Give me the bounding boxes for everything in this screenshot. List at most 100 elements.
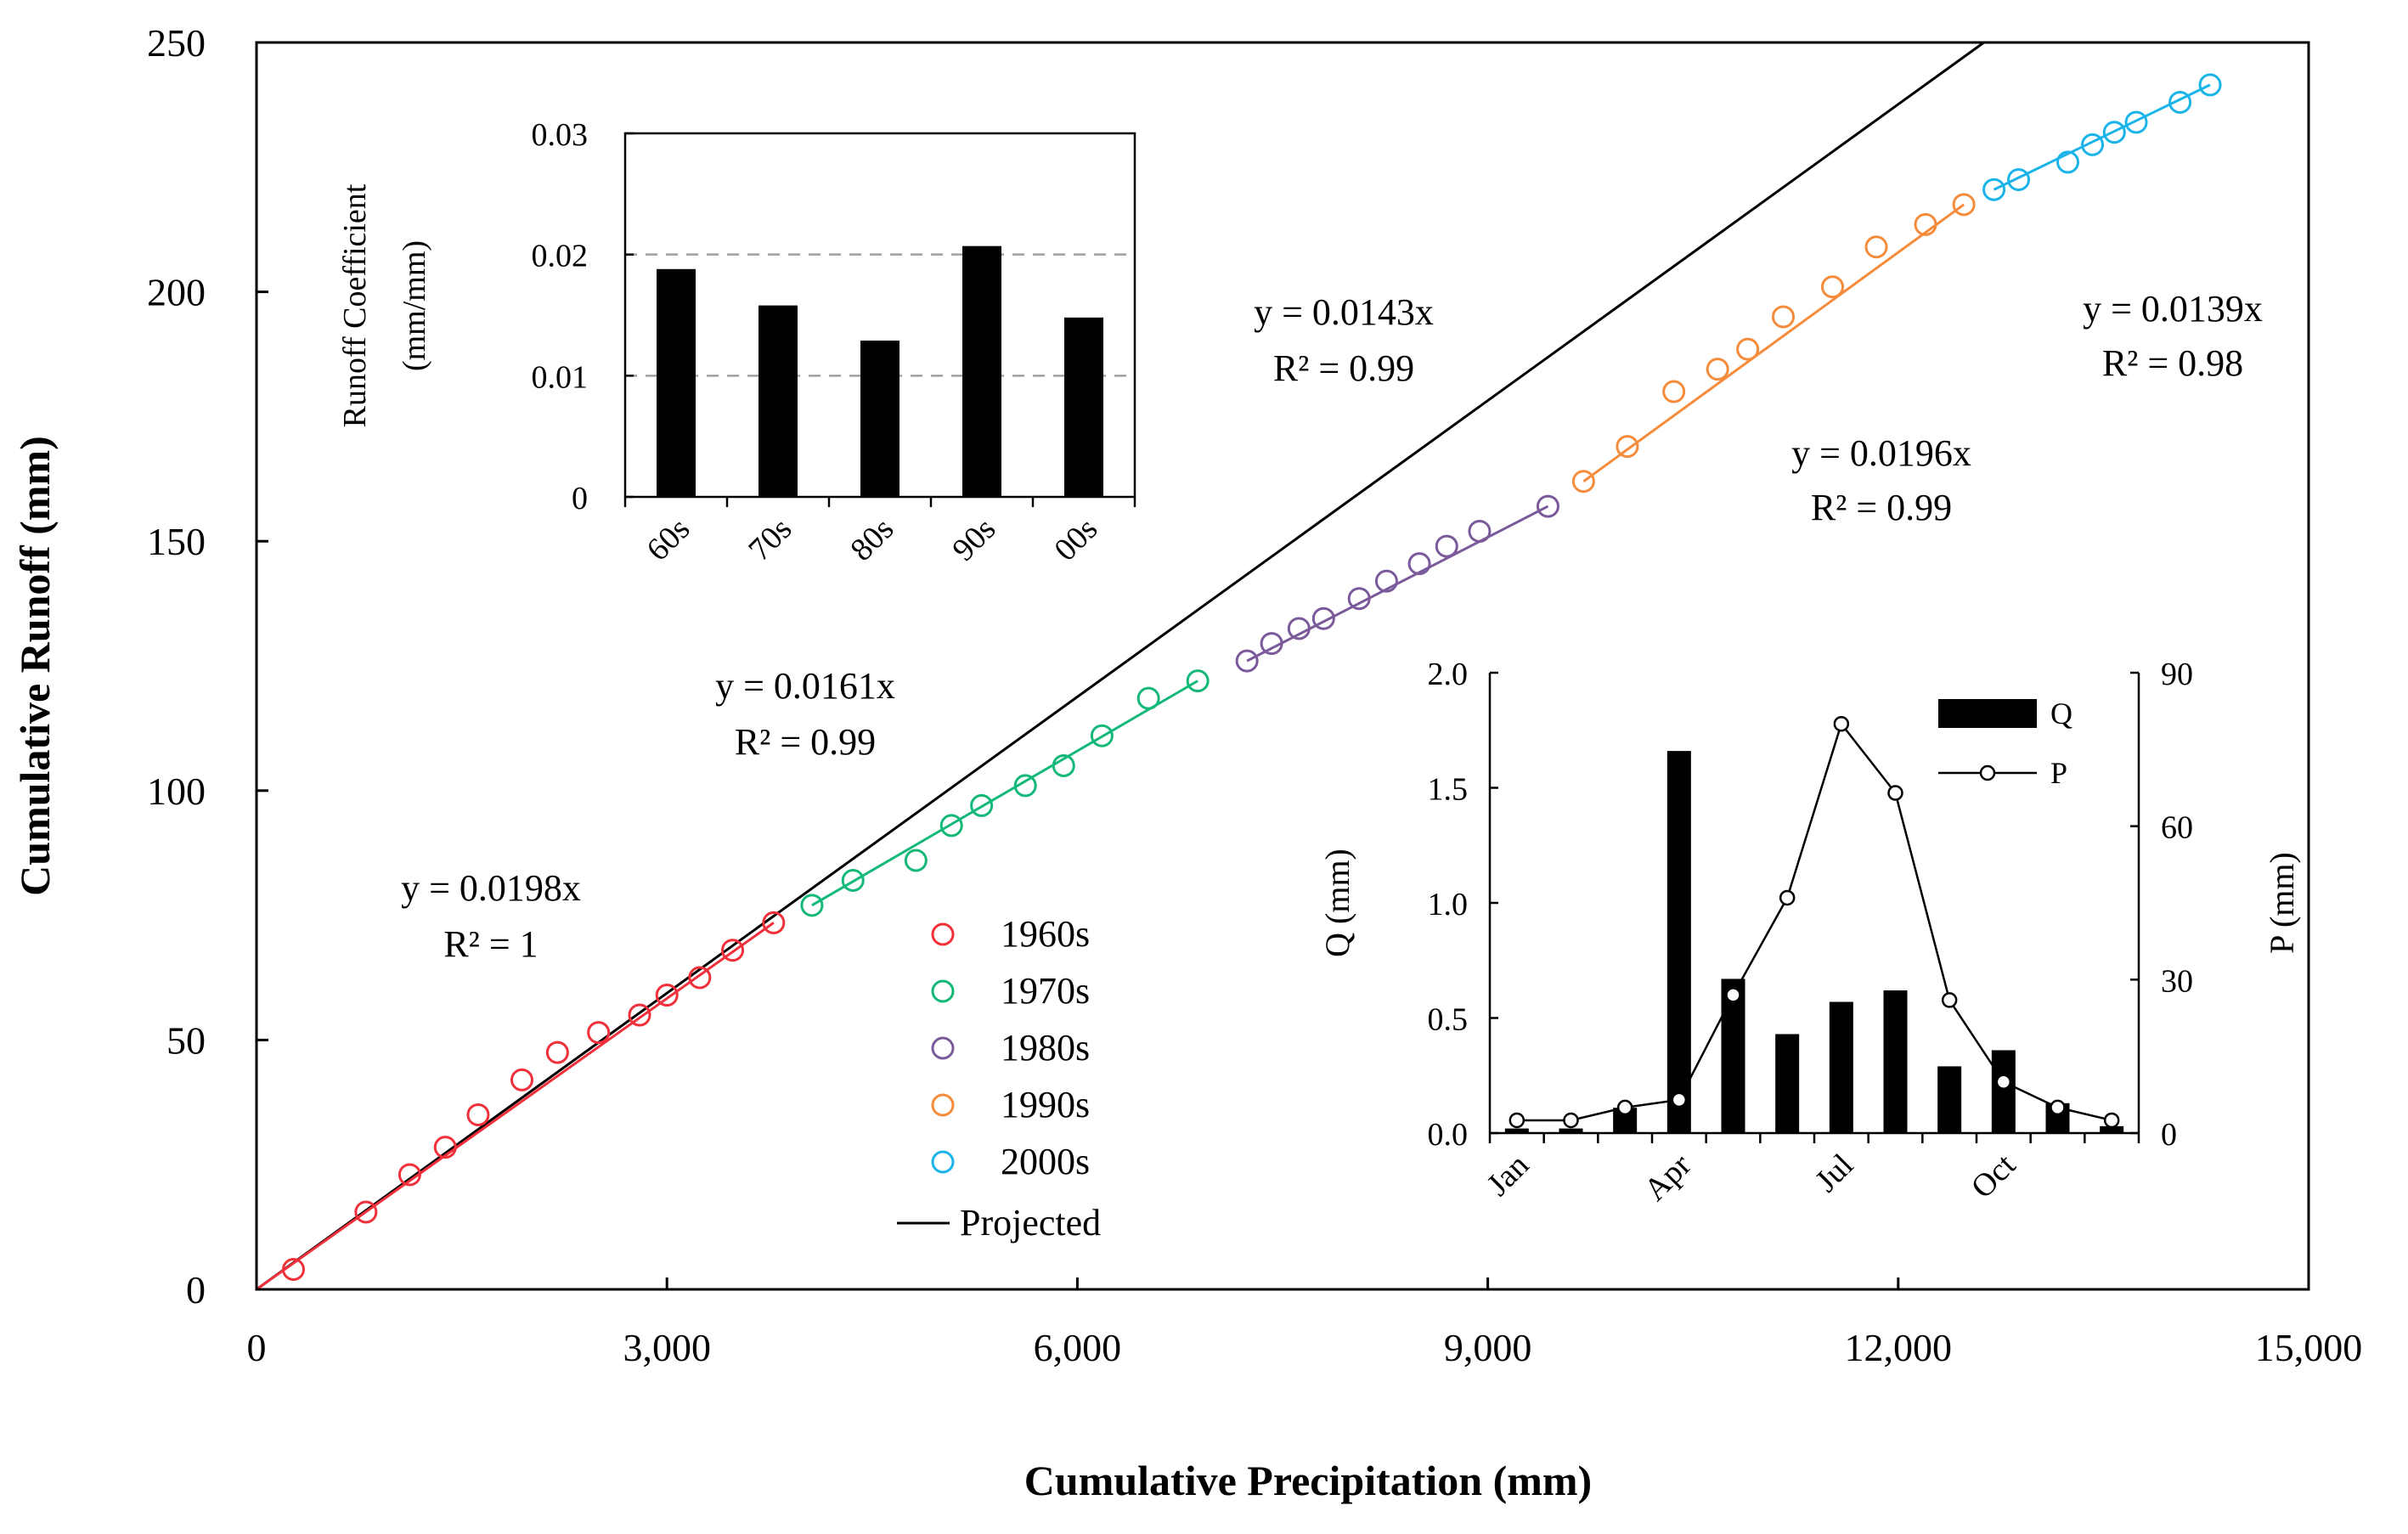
equation-1990s-r2: R² = 0.99 bbox=[1811, 487, 1952, 528]
inset1-x-tick-label: 70s bbox=[742, 511, 798, 568]
equation-1960s-formula: y = 0.0198x bbox=[401, 867, 581, 909]
equation-1970s-formula: y = 0.0161x bbox=[715, 665, 895, 707]
point-1970s bbox=[841, 868, 865, 892]
y-tick-label: 0 bbox=[186, 1268, 206, 1311]
inset2-right-axis-title: P (mm) bbox=[2263, 852, 2301, 954]
inset2-left-tick-label: 1.5 bbox=[1428, 772, 1469, 808]
inset2-q-bar-Jan bbox=[1504, 1128, 1529, 1133]
inset1-x-tick-label: 60s bbox=[640, 511, 696, 568]
inset2-legend-label-p: P bbox=[2050, 756, 2067, 790]
point-1970s bbox=[970, 793, 994, 817]
legend-label-1990s: 1990s bbox=[1001, 1084, 1090, 1125]
inset2-p-point-Jan bbox=[1509, 1112, 1525, 1129]
inset2-x-ticks: Jan Apr Jul Oct bbox=[1480, 1133, 2140, 1208]
point-2000s bbox=[2007, 167, 2031, 191]
inset2-left-axis-title: Q (mm) bbox=[1318, 849, 1356, 957]
point-1980s bbox=[1374, 569, 1398, 593]
point-1970s bbox=[1186, 669, 1210, 693]
inset2-left-tick-label: 0.5 bbox=[1428, 1002, 1469, 1038]
inset2-p-point-Oct bbox=[1995, 1074, 2012, 1091]
x-tick-label: 12,000 bbox=[1845, 1326, 1953, 1369]
equation-projected-r2: R² = 0.99 bbox=[1273, 347, 1414, 389]
x-tick-label: 15,000 bbox=[2255, 1326, 2363, 1369]
projected-line bbox=[256, 41, 1985, 1291]
inset1-y-axis-title-line1: Runoff Coefficient bbox=[337, 183, 373, 427]
point-1990s bbox=[1864, 235, 1888, 259]
point-1970s bbox=[1013, 774, 1037, 798]
inset2-q-bar-Jun bbox=[1775, 1034, 1800, 1133]
inset1-bar-80s bbox=[860, 340, 899, 497]
inset2-background bbox=[1490, 673, 2139, 1133]
legend-label-1980s: 1980s bbox=[1001, 1027, 1090, 1069]
inset2-q-bar-May bbox=[1721, 978, 1745, 1133]
inset2-x-tick-label: Oct bbox=[1965, 1147, 2023, 1205]
equation-projected: y = 0.0143x R² = 0.99 bbox=[1254, 291, 1434, 389]
equation-2000s: y = 0.0139x R² = 0.98 bbox=[2083, 288, 2263, 384]
inset2-p-point-Mar bbox=[1616, 1099, 1633, 1116]
point-2000s bbox=[2198, 73, 2222, 97]
y-tick-label: 50 bbox=[166, 1018, 206, 1062]
legend-marker-1990s bbox=[931, 1093, 955, 1117]
point-1960s bbox=[721, 939, 745, 962]
point-1990s bbox=[1571, 470, 1595, 493]
point-1960s bbox=[510, 1068, 533, 1091]
point-1980s bbox=[1260, 632, 1283, 656]
point-1990s bbox=[1820, 275, 1844, 299]
point-1960s bbox=[628, 1003, 651, 1027]
point-1990s bbox=[1736, 337, 1760, 361]
inset2-left-tick-label: 0.0 bbox=[1428, 1117, 1469, 1153]
point-1990s bbox=[1772, 305, 1796, 329]
inset1-bar-90s bbox=[962, 245, 1001, 497]
inset2-p-point-Aug bbox=[1887, 785, 1903, 801]
fit-line-1960s bbox=[256, 922, 775, 1291]
point-1960s bbox=[545, 1041, 569, 1064]
inset2-p-point-Nov bbox=[2050, 1099, 2066, 1116]
point-1980s bbox=[1435, 534, 1458, 558]
inset2-right-ticks: 0 30 60 90 bbox=[2130, 657, 2193, 1153]
point-1980s bbox=[1536, 494, 1559, 518]
inset1-y-ticks: 0 0.01 0.02 0.03 bbox=[532, 117, 634, 516]
point-1980s bbox=[1235, 649, 1259, 673]
point-1980s bbox=[1468, 519, 1492, 543]
legend-marker-1980s bbox=[931, 1036, 955, 1060]
legend: 1960s 1970s 1980s 1990s 2000s Projected bbox=[897, 913, 1101, 1244]
fit-line-2000s bbox=[1993, 83, 2211, 191]
inset2-p-point-Jun bbox=[1779, 889, 1796, 906]
inset1-y-tick-label: 0.01 bbox=[532, 359, 589, 395]
inset-runoff-coefficient: 0 0.01 0.02 0.03 60s 70s 80s 90s 00s Runoff Coe… bbox=[337, 117, 1136, 568]
legend-marker-2000s bbox=[931, 1150, 955, 1174]
inset2-left-tick-label: 1.0 bbox=[1428, 887, 1469, 922]
legend-label-1960s: 1960s bbox=[1001, 913, 1090, 955]
point-1960s bbox=[587, 1021, 611, 1045]
inset2-p-point-May bbox=[1725, 987, 1741, 1003]
legend-marker-1970s bbox=[931, 979, 955, 1003]
inset2-x-tick-label: Apr bbox=[1638, 1147, 1699, 1208]
point-1990s bbox=[1616, 435, 1639, 459]
point-1970s bbox=[800, 894, 824, 917]
inset2-right-tick-label: 30 bbox=[2161, 963, 2193, 999]
equation-1960s-r2: R² = 1 bbox=[443, 923, 538, 965]
inset1-y-tick-label: 0.03 bbox=[532, 117, 589, 153]
inset2-x-tick-label: Jul bbox=[1808, 1148, 1860, 1199]
inset2-p-point-Apr bbox=[1671, 1091, 1688, 1108]
inset2-right-tick-label: 0 bbox=[2161, 1117, 2177, 1153]
trend-lines bbox=[256, 83, 2211, 1291]
inset1-bar-70s bbox=[758, 305, 798, 497]
equation-1960s: y = 0.0198x R² = 1 bbox=[401, 867, 581, 965]
inset2-legend: Q P bbox=[1938, 697, 2072, 790]
x-tick-label: 0 bbox=[247, 1326, 267, 1369]
inset-monthly: 0.0 0.5 1.0 1.5 2.0 0 30 60 90 Jan Apr Jul Oct Q (… bbox=[1318, 657, 2301, 1208]
inset1-y-tick-label: 0 bbox=[572, 481, 588, 516]
inset1-bars bbox=[657, 245, 1103, 497]
inset2-p-point-Dec bbox=[2103, 1112, 2120, 1129]
main-chart: 0 3,000 6,000 9,000 12,000 15,000 0 50 100 150 20… bbox=[11, 21, 2362, 1504]
point-2000s bbox=[1982, 178, 2006, 201]
point-1990s bbox=[1662, 380, 1686, 403]
point-2000s bbox=[2056, 150, 2080, 174]
inset2-q-bar-Dec bbox=[2100, 1125, 2124, 1133]
inset2-q-bar-Aug bbox=[1883, 990, 1908, 1133]
equation-2000s-formula: y = 0.0139x bbox=[2083, 288, 2263, 330]
inset2-right-tick-label: 60 bbox=[2161, 810, 2193, 846]
y-tick-label: 250 bbox=[147, 21, 206, 65]
inset2-q-bar-Apr bbox=[1666, 751, 1691, 1133]
